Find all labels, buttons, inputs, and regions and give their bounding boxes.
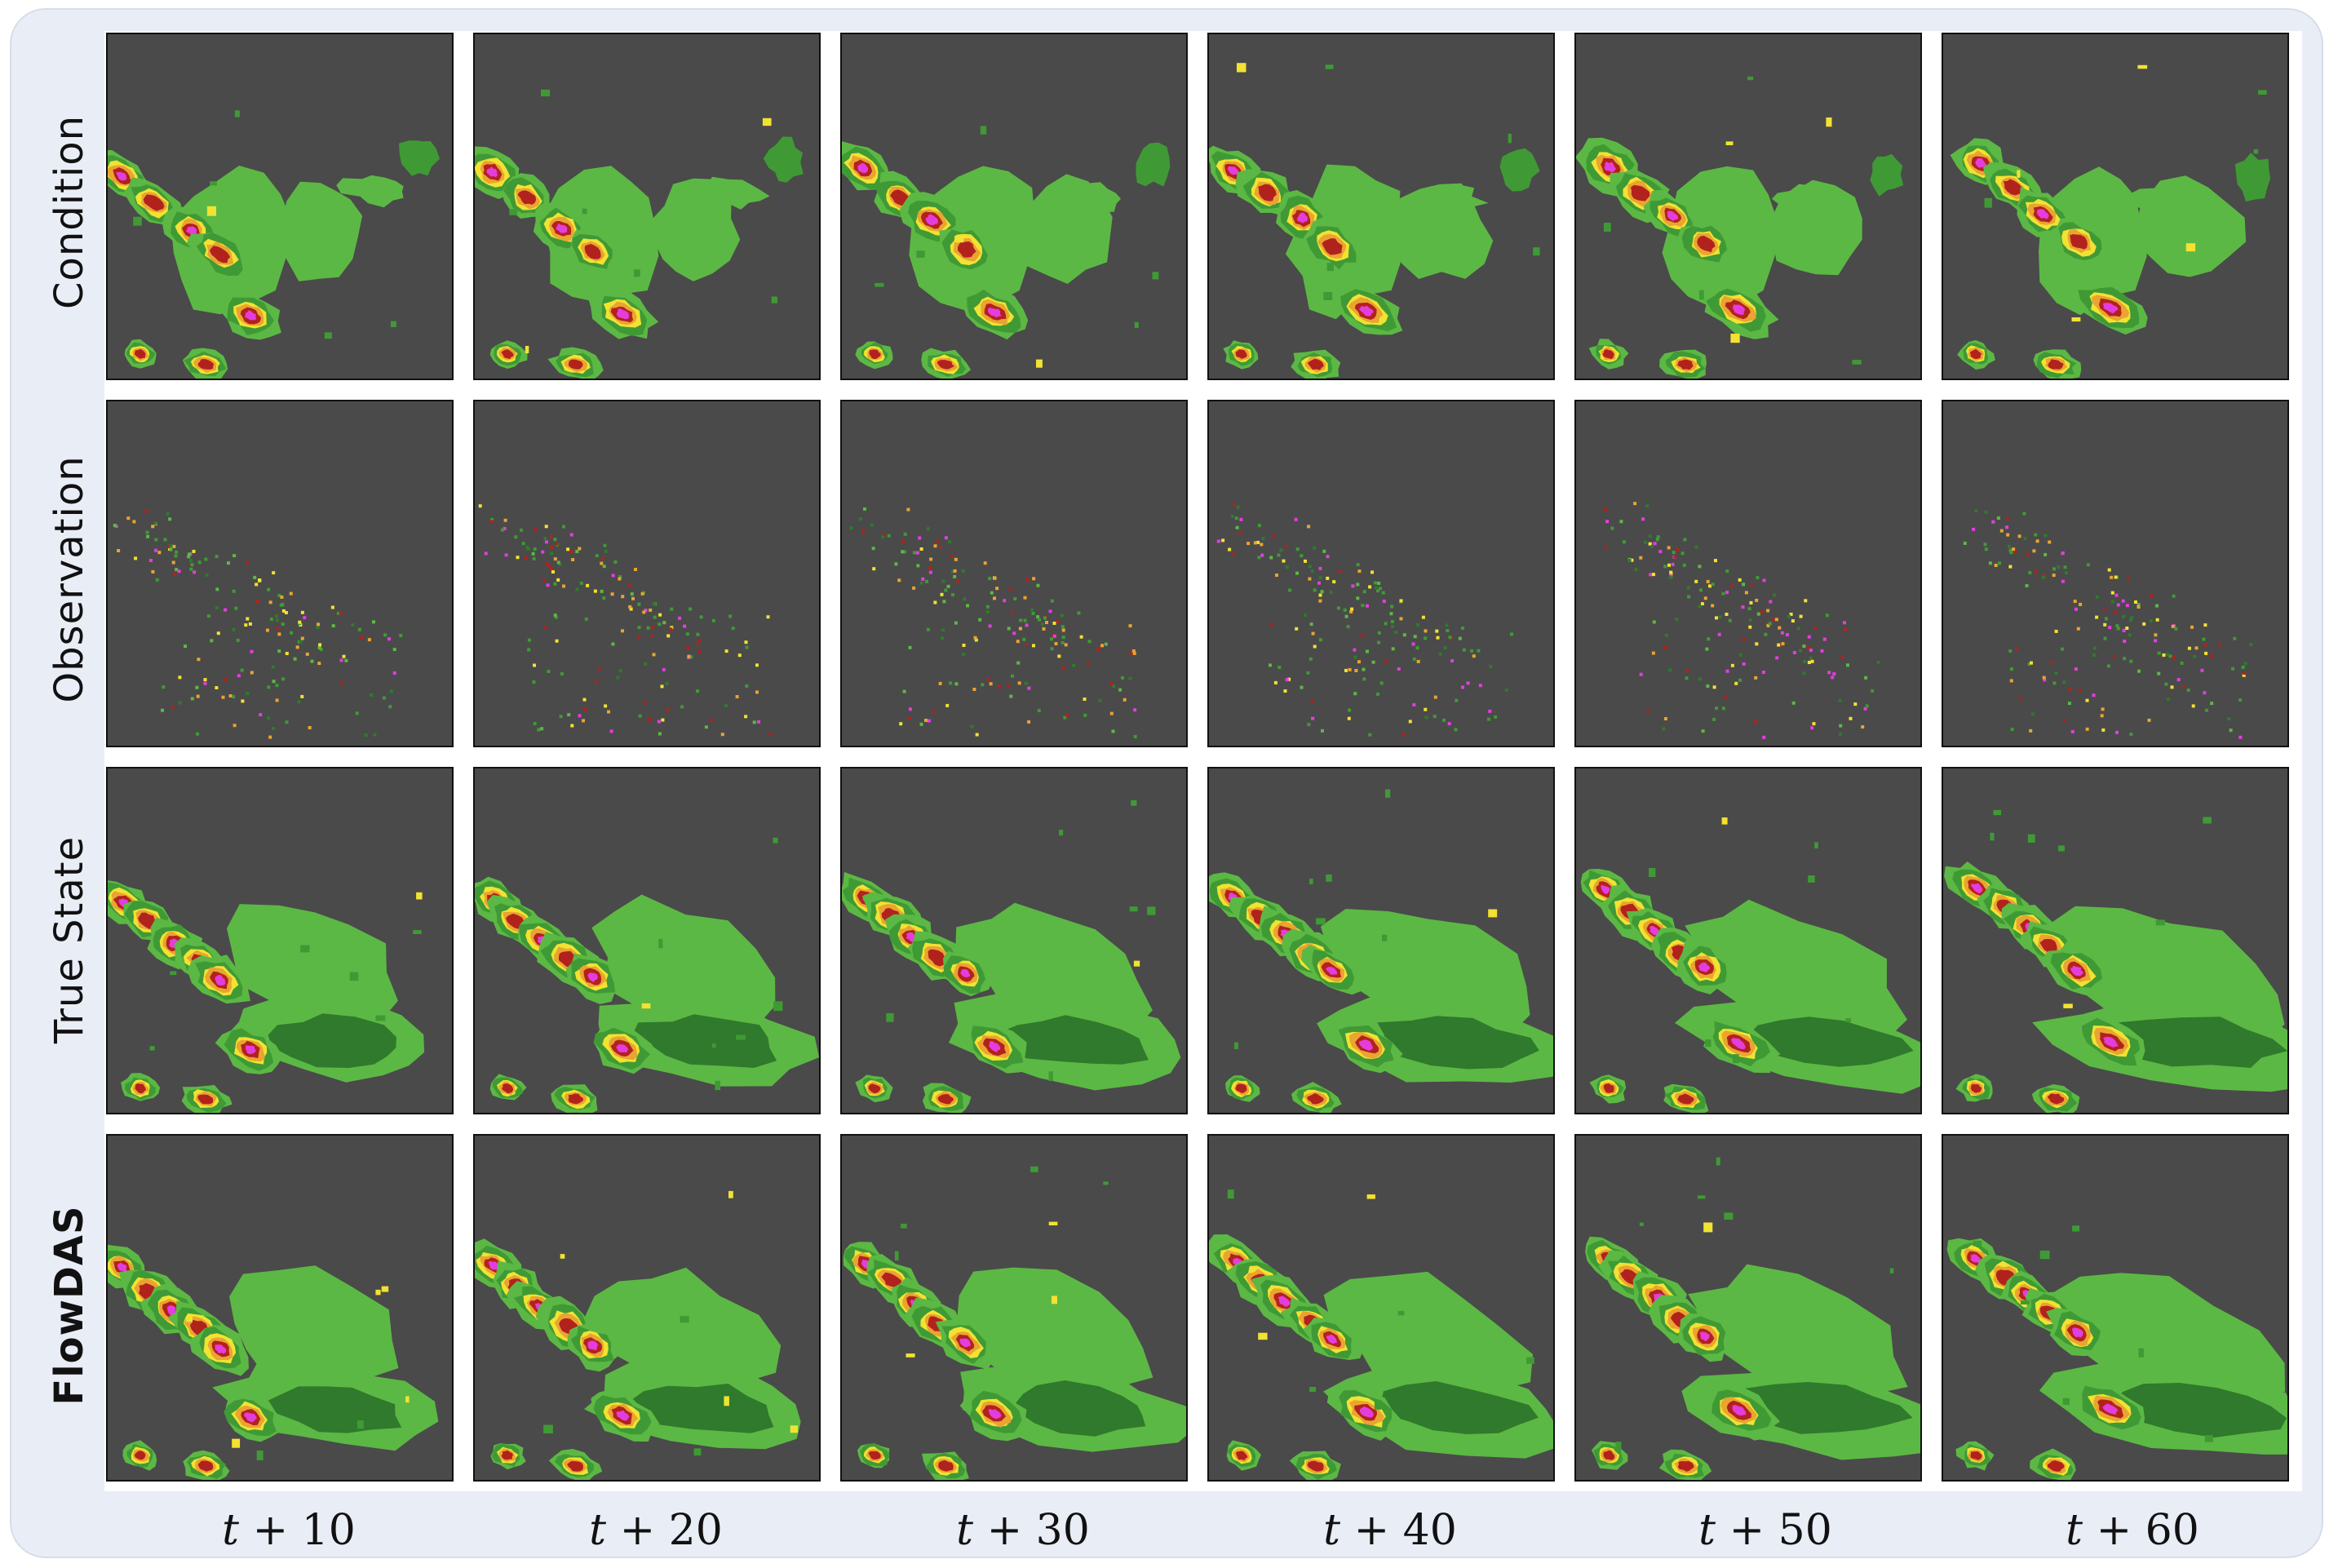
radar-field-image <box>1943 34 2287 379</box>
radar-field-image <box>108 768 452 1113</box>
panel-true-state-col-2 <box>473 767 821 1114</box>
panel-flowdas-col-4 <box>1207 1134 1555 1482</box>
radar-field-image <box>1576 768 1920 1113</box>
panel-flowdas-col-3 <box>840 1134 1188 1482</box>
radar-field-image <box>1943 768 2287 1113</box>
radar-field-image <box>1576 34 1920 379</box>
radar-field-image <box>842 34 1186 379</box>
radar-field-image <box>1943 1136 2287 1480</box>
panel-condition-col-6 <box>1942 33 2289 380</box>
panel-true-state-col-3 <box>840 767 1188 1114</box>
panel-flowdas-col-2 <box>473 1134 821 1482</box>
radar-field-image <box>1576 401 1920 746</box>
panel-grid <box>104 31 2302 1491</box>
panel-observation-col-6 <box>1942 400 2289 747</box>
panel-observation-col-4 <box>1207 400 1555 747</box>
panel-true-state-col-6 <box>1942 767 2289 1114</box>
radar-field-image <box>108 34 452 379</box>
panel-observation-col-1 <box>106 400 454 747</box>
radar-field-image <box>475 1136 819 1480</box>
radar-field-image <box>1943 401 2287 746</box>
panel-true-state-col-5 <box>1574 767 1922 1114</box>
panel-flowdas-col-6 <box>1942 1134 2289 1482</box>
radar-field-image <box>842 401 1186 746</box>
panel-condition-col-2 <box>473 33 821 380</box>
radar-field-image <box>475 401 819 746</box>
panel-observation-col-2 <box>473 400 821 747</box>
panel-observation-col-5 <box>1574 400 1922 747</box>
panel-condition-col-1 <box>106 33 454 380</box>
panel-condition-col-5 <box>1574 33 1922 380</box>
radar-field-image <box>1209 768 1553 1113</box>
radar-field-image <box>1209 1136 1553 1480</box>
radar-field-image <box>475 34 819 379</box>
panel-true-state-col-4 <box>1207 767 1555 1114</box>
panel-true-state-col-1 <box>106 767 454 1114</box>
radar-field-image <box>108 1136 452 1480</box>
panel-condition-col-3 <box>840 33 1188 380</box>
radar-field-image <box>108 401 452 746</box>
panel-observation-col-3 <box>840 400 1188 747</box>
radar-field-image <box>842 768 1186 1113</box>
radar-field-image <box>842 1136 1186 1480</box>
panel-condition-col-4 <box>1207 33 1555 380</box>
radar-field-image <box>1209 34 1553 379</box>
radar-field-image <box>1209 401 1553 746</box>
panel-flowdas-col-1 <box>106 1134 454 1482</box>
panel-flowdas-col-5 <box>1574 1134 1922 1482</box>
radar-field-image <box>1576 1136 1920 1480</box>
radar-field-image <box>475 768 819 1113</box>
